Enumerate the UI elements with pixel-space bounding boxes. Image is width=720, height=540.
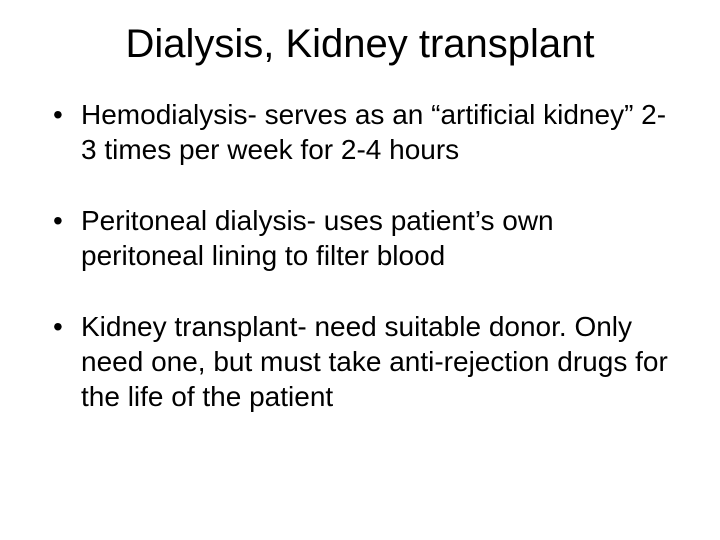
list-item: Peritoneal dialysis- uses patient’s own … xyxy=(45,203,675,273)
bullet-list: Hemodialysis- serves as an “artificial k… xyxy=(45,97,675,414)
slide-title: Dialysis, Kidney transplant xyxy=(45,22,675,67)
list-item: Kidney transplant- need suitable donor. … xyxy=(45,309,675,414)
slide-container: Dialysis, Kidney transplant Hemodialysis… xyxy=(0,0,720,540)
list-item: Hemodialysis- serves as an “artificial k… xyxy=(45,97,675,167)
